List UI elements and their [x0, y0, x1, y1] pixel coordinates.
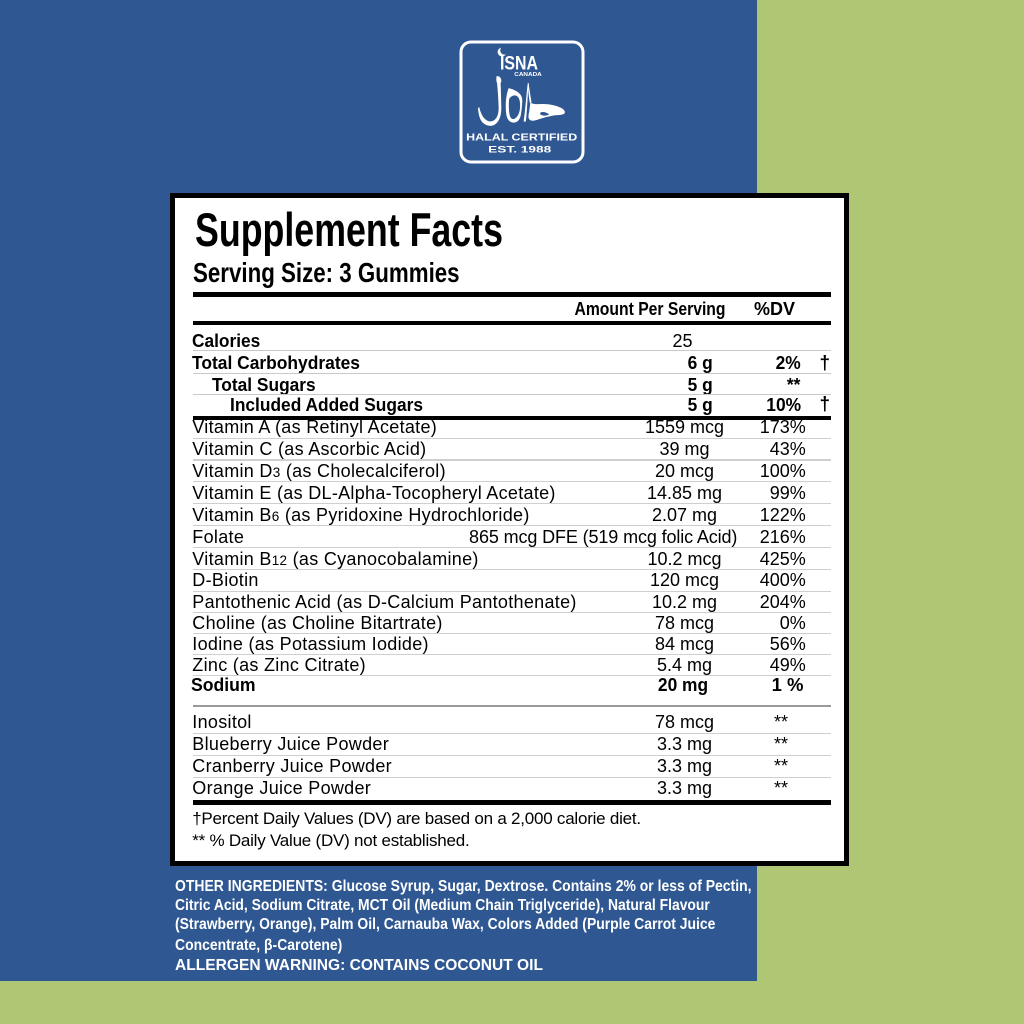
svg-text:HALAL CERTIFIED: HALAL CERTIFIED: [466, 132, 577, 144]
svg-text:CANADA: CANADA: [514, 72, 542, 78]
svg-text:ISNA: ISNA: [500, 53, 538, 75]
svg-text:EST. 1988: EST. 1988: [488, 145, 551, 156]
